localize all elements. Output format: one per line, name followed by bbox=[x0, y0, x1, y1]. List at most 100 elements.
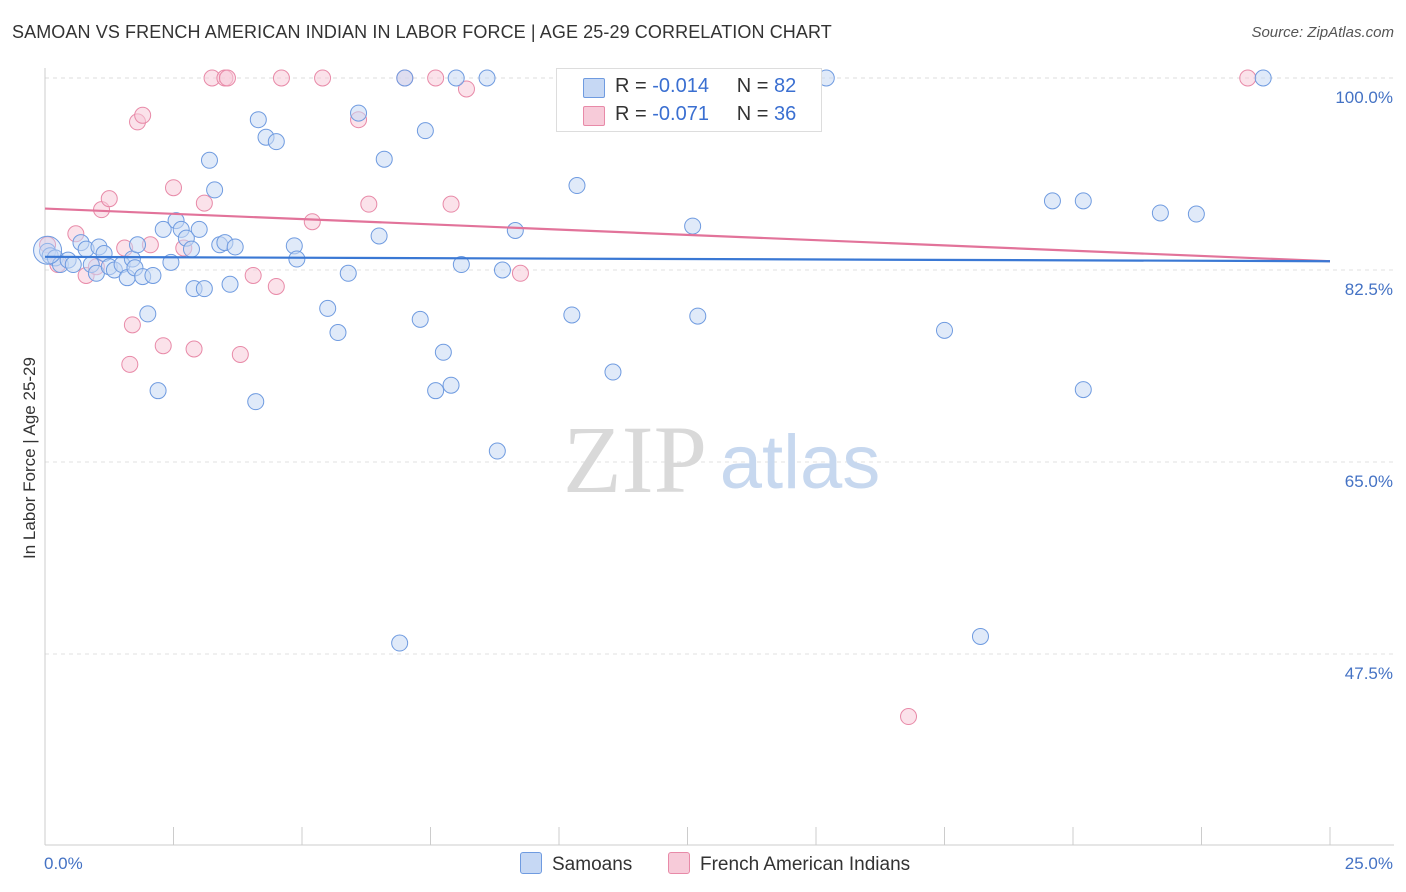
data-point-french bbox=[154, 337, 172, 355]
data-point-french bbox=[511, 264, 529, 282]
y-tick-label: 100.0% bbox=[1335, 88, 1393, 107]
data-point-samoans bbox=[267, 133, 285, 151]
data-point-french bbox=[121, 355, 139, 373]
bottom-legend-french[interactable]: French American Indians bbox=[668, 852, 910, 876]
data-point-samoans bbox=[206, 181, 224, 199]
data-point-samoans bbox=[144, 266, 162, 284]
watermark: ZIP atlas bbox=[563, 406, 880, 513]
stats-legend: R = -0.014 N = 82 R = -0.071 N = 36 bbox=[556, 68, 822, 132]
data-point-samoans bbox=[604, 363, 622, 381]
legend-n-value-samoans: 82 bbox=[774, 75, 797, 97]
series-samoans bbox=[33, 69, 1272, 652]
watermark-zip: ZIP bbox=[563, 406, 707, 513]
data-point-samoans bbox=[64, 256, 82, 274]
axes bbox=[44, 68, 1394, 846]
data-point-samoans bbox=[563, 306, 581, 324]
data-point-samoans bbox=[452, 256, 470, 274]
data-point-samoans bbox=[1074, 381, 1092, 399]
data-point-french bbox=[165, 179, 182, 197]
data-point-french bbox=[195, 194, 213, 212]
data-point-samoans bbox=[447, 69, 465, 87]
data-point-french bbox=[244, 266, 262, 284]
data-point-samoans bbox=[350, 104, 368, 122]
legend-n-label: N = bbox=[736, 103, 775, 125]
data-point-samoans bbox=[1151, 204, 1169, 222]
legend-swatch-french bbox=[583, 106, 605, 126]
data-point-samoans bbox=[506, 222, 524, 240]
data-point-french bbox=[1239, 69, 1257, 87]
data-point-french bbox=[185, 340, 203, 358]
y-tick-labels: 47.5% 65.0% 82.5% 100.0% bbox=[1335, 88, 1393, 683]
bottom-legend-samoans[interactable]: Samoans bbox=[520, 852, 632, 876]
data-point-samoans bbox=[200, 151, 218, 169]
watermark-atlas: atlas bbox=[720, 420, 881, 505]
data-point-samoans bbox=[149, 382, 167, 400]
data-point-samoans bbox=[329, 324, 347, 342]
data-point-samoans bbox=[375, 150, 393, 168]
data-point-samoans bbox=[288, 250, 306, 268]
data-point-samoans bbox=[411, 310, 429, 328]
data-point-samoans bbox=[319, 299, 337, 317]
legend-n-value-french: 36 bbox=[774, 103, 797, 125]
data-point-samoans bbox=[1074, 192, 1092, 210]
data-point-french bbox=[303, 213, 321, 231]
x-tick-label-right: 25.0% bbox=[1345, 854, 1393, 873]
y-axis-label: In Labor Force | Age 25-29 bbox=[20, 357, 39, 559]
data-point-samoans bbox=[154, 220, 172, 238]
trend-line-french bbox=[44, 207, 1331, 263]
data-point-samoans-cluster bbox=[33, 235, 63, 265]
data-point-french bbox=[134, 106, 152, 124]
data-point-french bbox=[427, 69, 445, 87]
data-point-samoans bbox=[249, 111, 267, 129]
data-point-samoans bbox=[493, 261, 511, 279]
data-point-samoans bbox=[129, 236, 147, 254]
x-tick-labels: 0.0% 25.0% bbox=[44, 854, 1393, 873]
data-point-samoans bbox=[182, 240, 200, 258]
data-point-samoans bbox=[195, 280, 213, 298]
data-point-french bbox=[123, 316, 141, 334]
data-point-samoans bbox=[339, 264, 357, 282]
bottom-legend-swatch-samoans bbox=[520, 852, 542, 874]
y-tick-label: 82.5% bbox=[1345, 280, 1393, 299]
data-point-samoans bbox=[488, 442, 506, 460]
data-point-samoans bbox=[478, 69, 496, 87]
y-tick-label: 65.0% bbox=[1345, 472, 1393, 491]
data-point-samoans bbox=[221, 275, 239, 293]
source-label: Source: ZipAtlas.com bbox=[1251, 24, 1394, 41]
data-point-french bbox=[231, 345, 249, 363]
chart-title: SAMOAN VS FRENCH AMERICAN INDIAN IN LABO… bbox=[12, 22, 832, 42]
data-point-samoans bbox=[190, 220, 208, 238]
gridlines bbox=[45, 77, 1394, 655]
data-point-french bbox=[442, 195, 460, 213]
data-point-samoans bbox=[568, 177, 586, 195]
data-point-french bbox=[900, 708, 918, 726]
legend-n-label: N = bbox=[736, 75, 775, 97]
bottom-legend-label-french: French American Indians bbox=[700, 854, 911, 875]
bottom-legend-swatch-french bbox=[668, 852, 690, 874]
y-tick-label: 47.5% bbox=[1345, 664, 1393, 683]
legend-r-label: R = bbox=[615, 103, 653, 125]
data-point-samoans bbox=[427, 382, 445, 400]
legend-r-value-samoans: -0.014 bbox=[652, 75, 709, 97]
data-point-samoans bbox=[370, 227, 388, 245]
data-point-samoans bbox=[139, 305, 157, 323]
legend-r-label: R = bbox=[615, 75, 653, 97]
data-point-samoans bbox=[1187, 205, 1205, 223]
trend-line-samoans bbox=[44, 255, 1331, 263]
legend-swatch-samoans bbox=[583, 78, 605, 98]
data-point-samoans bbox=[936, 321, 953, 339]
data-point-samoans bbox=[442, 376, 460, 394]
data-point-samoans bbox=[1254, 69, 1272, 87]
data-point-french bbox=[218, 69, 236, 87]
trend-lines bbox=[44, 207, 1331, 263]
data-point-samoans bbox=[689, 307, 707, 325]
legend-r-value-french: -0.071 bbox=[652, 103, 709, 125]
data-point-samoans bbox=[434, 343, 452, 361]
data-point-french bbox=[272, 69, 290, 87]
data-point-french bbox=[360, 195, 378, 213]
data-point-samoans bbox=[416, 122, 434, 140]
x-tick-label-left: 0.0% bbox=[44, 854, 83, 873]
bottom-legend-label-samoans: Samoans bbox=[552, 854, 633, 875]
data-point-french bbox=[267, 277, 285, 295]
